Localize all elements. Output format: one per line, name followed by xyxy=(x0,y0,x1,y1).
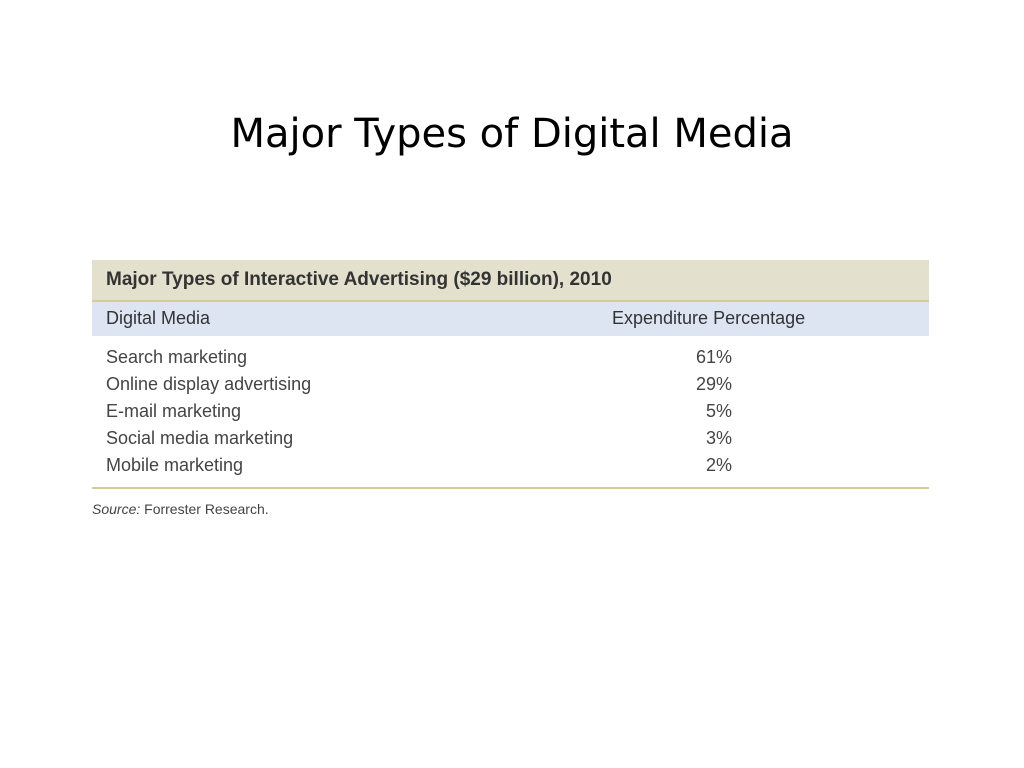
advertising-table: Major Types of Interactive Advertising (… xyxy=(92,260,929,517)
media-cell: Online display advertising xyxy=(106,374,312,394)
percentage-cell: 3% xyxy=(705,428,732,448)
percentage-cell: 5% xyxy=(705,401,732,421)
column-header-digital-media: Digital Media xyxy=(106,308,211,328)
slide-title: Major Types of Digital Media xyxy=(230,111,794,157)
percentage-cell: 2% xyxy=(705,455,732,475)
table-row: Social media marketing 3% xyxy=(92,425,929,452)
source-text: Forrester Research. xyxy=(140,501,269,517)
table-row: Online display advertising 29% xyxy=(92,371,929,398)
media-cell: Mobile marketing xyxy=(106,455,244,475)
source-note: Source: Forrester Research. xyxy=(92,501,929,517)
table-body: Search marketing 61% Online display adve… xyxy=(92,336,929,489)
table-row: Search marketing 61% xyxy=(92,344,929,371)
percentage-cell: 29% xyxy=(695,374,732,394)
table-row: Mobile marketing 2% xyxy=(92,452,929,479)
media-cell: Search marketing xyxy=(106,347,248,367)
media-cell: E-mail marketing xyxy=(106,401,242,421)
percentage-cell: 61% xyxy=(695,347,732,367)
table-title: Major Types of Interactive Advertising (… xyxy=(92,260,929,302)
table-row: E-mail marketing 5% xyxy=(92,398,929,425)
media-cell: Social media marketing xyxy=(106,428,294,448)
column-header-expenditure-percentage: Expenditure Percentage xyxy=(612,308,806,328)
source-label: Source: xyxy=(92,501,141,517)
table-header-row: Digital Media Expenditure Percentage xyxy=(92,302,929,336)
